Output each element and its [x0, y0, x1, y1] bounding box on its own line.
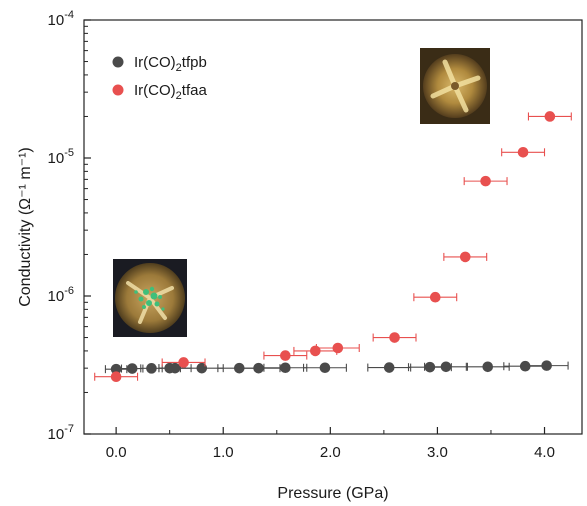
- data-point: [480, 175, 491, 187]
- inset-photo-green-cell: [113, 259, 187, 337]
- x-tick-label: 0.0: [106, 444, 127, 461]
- data-point: [280, 362, 291, 374]
- series-tfpb: [104, 360, 569, 375]
- plot-frame: [83, 19, 583, 435]
- legend: Ir(CO)2tfpb Ir(CO)2tfaa: [112, 54, 207, 102]
- legend-marker-tfaa: [112, 84, 124, 96]
- data-point: [169, 362, 181, 374]
- data-point: [459, 251, 471, 263]
- data-point: [429, 291, 441, 303]
- data-point: [440, 361, 452, 373]
- data-point: [482, 361, 494, 373]
- legend-marker-tfpb: [112, 56, 124, 68]
- data-points: [94, 111, 572, 383]
- data-point: [389, 332, 400, 343]
- x-tick-label: 4.0: [534, 444, 555, 461]
- y-axis-title: Conductivity (Ω⁻¹ m⁻¹): [17, 147, 34, 307]
- data-point: [310, 345, 321, 357]
- axes: 0.0 1.0 2.0 3.0 4.0 10-7 10-6 10-5 10-4: [48, 9, 555, 461]
- y-tick-label: 10-6: [48, 285, 74, 305]
- data-point: [110, 363, 122, 375]
- legend-label-tfpb: Ir(CO)2tfpb: [134, 54, 207, 74]
- x-tick-label: 3.0: [427, 444, 448, 461]
- data-point: [332, 342, 344, 354]
- inset-photo-red-cell: [420, 48, 490, 124]
- data-point: [319, 362, 331, 374]
- y-tick-label: 10-4: [48, 9, 74, 29]
- x-tick-label: 2.0: [320, 444, 341, 461]
- data-point: [178, 357, 189, 368]
- data-point: [280, 350, 291, 361]
- data-point: [126, 363, 138, 374]
- y-tick-label: 10-5: [48, 147, 74, 167]
- legend-label-tfaa: Ir(CO)2tfaa: [134, 82, 207, 102]
- series-tfaa: [94, 111, 572, 383]
- data-point: [110, 371, 122, 383]
- y-tick-label: 10-7: [48, 423, 74, 443]
- data-point: [541, 360, 552, 371]
- x-axis-title: Pressure (GPa): [277, 485, 388, 502]
- data-point: [544, 111, 556, 122]
- data-point: [196, 362, 208, 374]
- data-point: [253, 362, 264, 374]
- data-point: [383, 362, 395, 373]
- data-point: [146, 363, 157, 374]
- data-point: [517, 146, 529, 158]
- x-tick-label: 1.0: [213, 444, 234, 461]
